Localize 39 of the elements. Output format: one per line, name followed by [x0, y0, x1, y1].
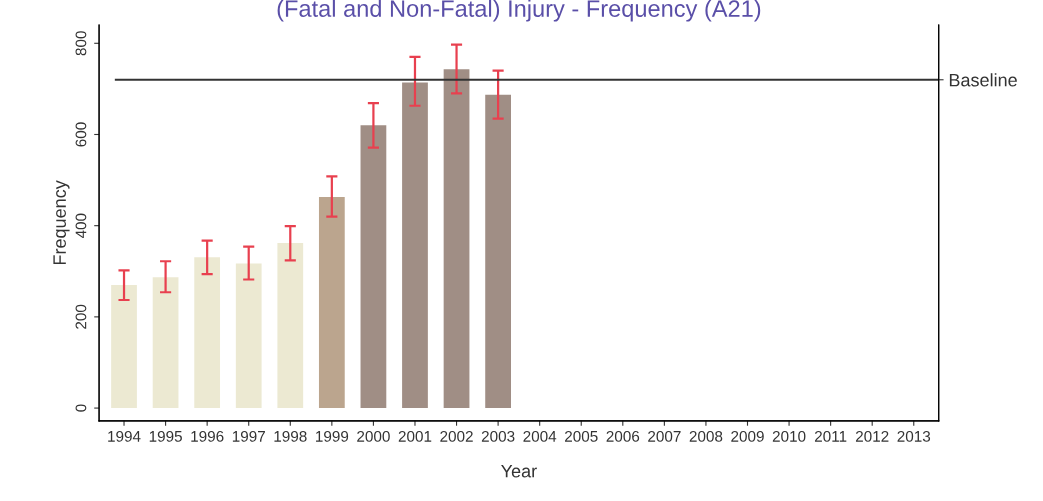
bar [152, 277, 179, 409]
ref-line-label: Baseline [949, 73, 1017, 87]
y-tick-label: 600 [75, 122, 87, 147]
bar [111, 284, 137, 409]
x-tick-label: 1995 [149, 430, 182, 442]
x-tick-label: 2010 [772, 430, 806, 442]
x-tick-label: 1996 [191, 430, 224, 442]
bar [318, 196, 345, 409]
y-tick-label: 200 [75, 304, 87, 329]
bar [194, 257, 221, 409]
x-tick-label: 2012 [855, 430, 889, 442]
x-tick-label: 2011 [814, 430, 847, 442]
bar [485, 94, 511, 409]
bar [235, 263, 262, 409]
x-axis-title: Year [501, 464, 537, 478]
x-tick-label: 2002 [440, 430, 473, 442]
x-tick-label: 2006 [606, 430, 640, 442]
y-tick-label: 400 [75, 213, 87, 239]
chart-title: (Fatal and Non-Fatal) Injury - Frequency (A21) [277, 0, 761, 22]
bar [277, 243, 304, 409]
x-tick-label: 2003 [481, 430, 515, 442]
x-tick-label: 1998 [274, 430, 307, 442]
x-tick-label: 2007 [648, 430, 681, 442]
bar [402, 82, 428, 409]
x-tick-label: 2008 [689, 430, 723, 442]
x-tick-label: 2005 [565, 430, 598, 442]
y-tick-label: 0 [75, 404, 87, 412]
x-tick-label: 1999 [316, 430, 349, 442]
y-axis-title: Frequency [53, 180, 70, 265]
x-tick-label: 2004 [523, 430, 557, 442]
bar [443, 69, 470, 409]
y-tick-label: 800 [75, 31, 87, 56]
x-tick-label: 2000 [357, 430, 390, 442]
x-tick-label: 2013 [897, 430, 931, 442]
x-tick-label: 2001 [398, 430, 432, 442]
bar [360, 125, 387, 409]
x-tick-label: 1997 [232, 430, 265, 442]
x-tick-label: 1994 [108, 430, 141, 442]
x-tick-label: 2009 [731, 430, 764, 442]
